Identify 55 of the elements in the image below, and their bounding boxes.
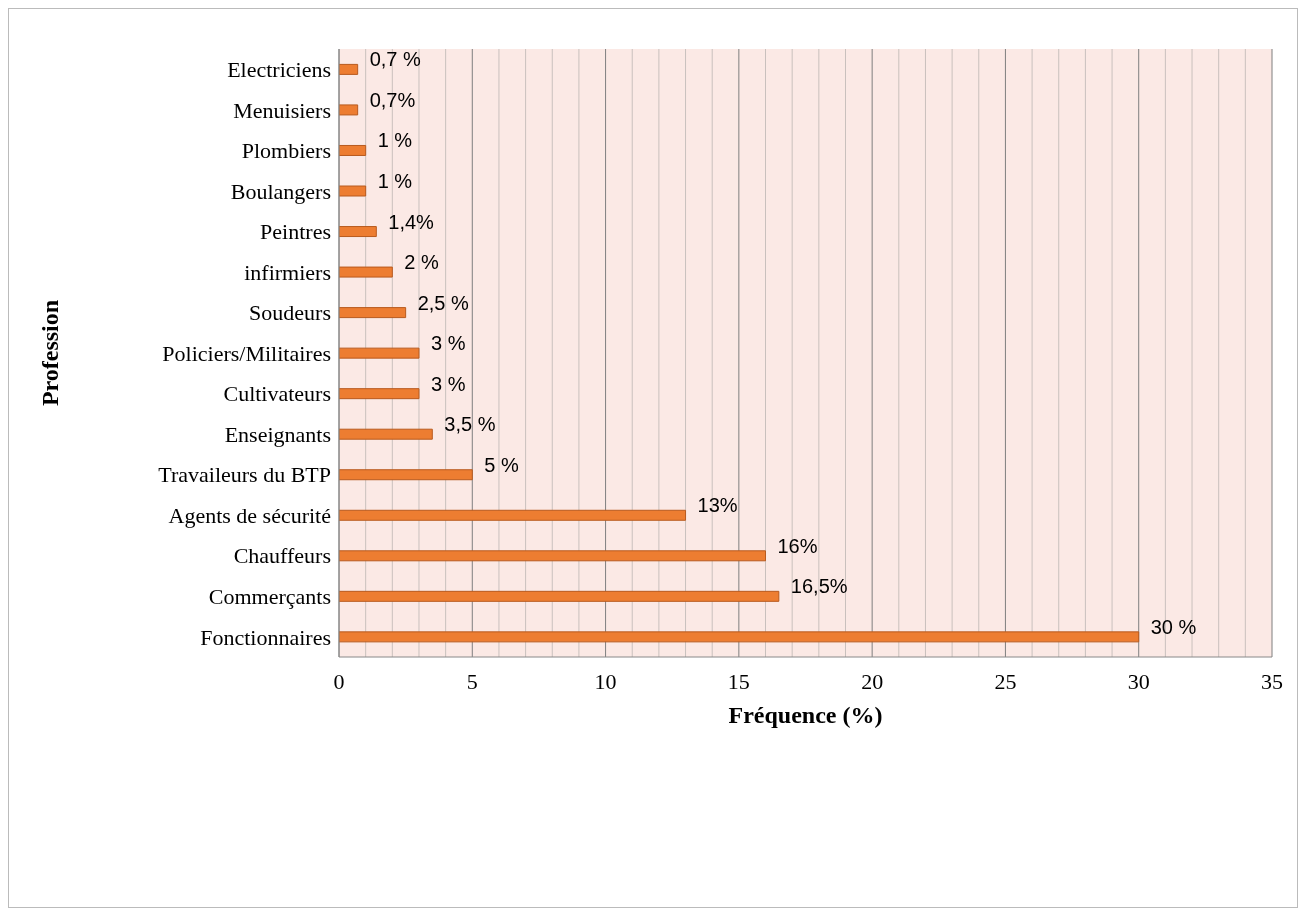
data-label: 2,5 % (417, 291, 469, 314)
data-label: 1 % (377, 170, 413, 192)
data-label: 16,5% (790, 575, 848, 598)
bar (339, 509, 687, 521)
data-label: 3,5 % (444, 413, 496, 436)
x-axis-title: Fréquence (%) (728, 702, 883, 728)
bar (339, 307, 407, 319)
y-tick-label: Plombiers (241, 138, 331, 164)
y-tick-label: Commerçants (208, 584, 331, 610)
y-tick-label: Menuisiers (233, 97, 331, 123)
bar (339, 226, 377, 238)
data-label: 30 % (1150, 615, 1197, 638)
data-label: 3 % (430, 332, 466, 355)
data-label: 3 % (430, 372, 466, 395)
bar (339, 469, 473, 481)
x-tick-label: 30 (1127, 668, 1150, 694)
bar (339, 63, 359, 75)
bar (339, 144, 367, 156)
y-tick-label: Boulangers (230, 178, 331, 204)
bar (339, 185, 367, 197)
y-tick-label: Enseignants (224, 421, 331, 447)
bar (339, 590, 780, 602)
bar (339, 266, 393, 278)
y-tick-label: Agents de sécurité (168, 502, 331, 528)
x-tick-label: 20 (861, 668, 884, 694)
bar (339, 388, 420, 400)
bar (339, 347, 420, 359)
bar (339, 631, 1140, 643)
x-tick-label: 10 (594, 668, 617, 694)
x-tick-label: 0 (333, 668, 345, 694)
x-tick-label: 15 (727, 668, 750, 694)
y-tick-label: Electriciens (227, 57, 331, 83)
y-tick-label: Soudeurs (249, 300, 331, 326)
data-label: 1,4% (388, 210, 435, 233)
x-tick-label: 5 (466, 668, 478, 694)
y-tick-label: Travaileurs du BTP (158, 462, 331, 488)
data-label: 13% (697, 494, 738, 517)
y-tick-label: Policiers/Militaires (162, 340, 331, 366)
bar (339, 550, 767, 562)
y-axis-title: Profession (36, 299, 63, 407)
bar (339, 104, 359, 116)
data-label: 0,7 % (369, 48, 422, 71)
x-tick-label: 35 (1261, 668, 1283, 694)
bar (339, 428, 433, 440)
data-label: 5 % (484, 453, 519, 476)
y-tick-label: Fonctionnaires (200, 624, 331, 650)
x-tick-label: 25 (994, 668, 1017, 694)
data-label: 16% (777, 534, 818, 557)
y-tick-label: Peintres (260, 219, 331, 245)
data-label: 1 % (377, 129, 413, 152)
y-tick-label: Chauffeurs (233, 543, 331, 569)
data-label: 0,7% (369, 88, 416, 111)
y-tick-label: Cultivateurs (223, 381, 331, 407)
data-label: 2 % (404, 251, 439, 274)
y-tick-label: infirmiers (244, 259, 331, 285)
